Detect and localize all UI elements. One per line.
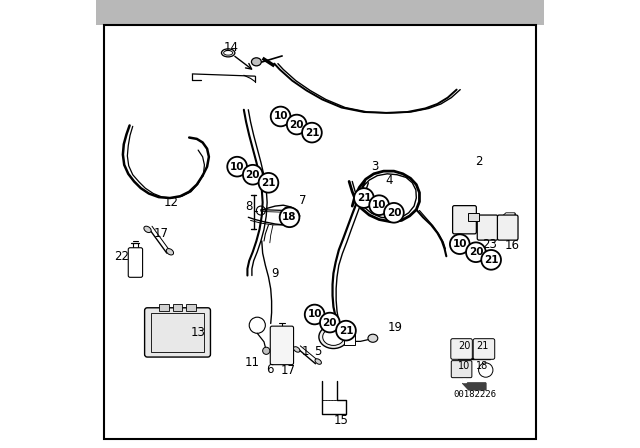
Circle shape [320, 313, 340, 332]
FancyBboxPatch shape [497, 215, 518, 240]
FancyBboxPatch shape [270, 326, 294, 365]
Text: 9: 9 [271, 267, 279, 280]
FancyBboxPatch shape [451, 339, 472, 359]
Circle shape [450, 234, 470, 254]
FancyBboxPatch shape [128, 248, 143, 277]
Circle shape [336, 321, 356, 340]
Text: 20: 20 [289, 120, 304, 129]
Circle shape [271, 107, 291, 126]
Circle shape [302, 123, 322, 142]
Text: 20: 20 [458, 341, 470, 351]
Circle shape [259, 173, 278, 193]
Circle shape [243, 165, 262, 185]
FancyBboxPatch shape [468, 213, 479, 221]
Text: 2: 2 [476, 155, 483, 168]
Text: 00182226: 00182226 [453, 390, 496, 399]
Circle shape [280, 207, 300, 227]
Text: 10: 10 [458, 362, 470, 371]
Text: 1: 1 [302, 345, 309, 358]
Text: 20: 20 [468, 247, 483, 257]
Text: 10: 10 [452, 239, 467, 249]
FancyBboxPatch shape [344, 330, 355, 345]
Text: 20: 20 [387, 208, 401, 218]
FancyBboxPatch shape [145, 308, 211, 357]
Ellipse shape [294, 347, 300, 352]
Ellipse shape [224, 51, 233, 55]
FancyBboxPatch shape [451, 361, 472, 378]
Ellipse shape [221, 49, 235, 57]
FancyBboxPatch shape [477, 215, 498, 240]
Ellipse shape [323, 328, 344, 345]
Circle shape [262, 347, 270, 354]
FancyBboxPatch shape [473, 339, 495, 359]
Text: 8: 8 [246, 199, 253, 213]
Bar [96, 0, 544, 25]
Text: 10: 10 [230, 162, 244, 172]
FancyBboxPatch shape [173, 304, 182, 311]
Text: 21: 21 [261, 178, 276, 188]
Text: 20: 20 [323, 318, 337, 327]
Text: 20: 20 [246, 170, 260, 180]
Text: 14: 14 [224, 40, 239, 54]
Text: 16: 16 [504, 239, 519, 252]
Ellipse shape [368, 334, 378, 342]
Text: 12: 12 [164, 196, 179, 209]
FancyBboxPatch shape [452, 206, 476, 234]
Text: 17: 17 [280, 364, 295, 378]
Text: 17: 17 [154, 227, 168, 241]
Circle shape [481, 250, 501, 270]
Text: 21: 21 [484, 255, 499, 265]
Ellipse shape [319, 325, 348, 349]
Text: 10: 10 [307, 310, 322, 319]
Text: 21: 21 [356, 193, 371, 203]
Text: 10: 10 [273, 112, 288, 121]
Ellipse shape [252, 58, 261, 66]
Circle shape [227, 157, 247, 177]
Ellipse shape [166, 249, 173, 255]
Circle shape [354, 188, 374, 208]
Text: 18: 18 [282, 212, 297, 222]
Circle shape [287, 115, 307, 134]
Text: 7: 7 [300, 194, 307, 207]
Text: 13: 13 [191, 326, 205, 339]
Text: 22: 22 [115, 250, 129, 263]
Text: 23: 23 [482, 237, 497, 251]
Text: 19: 19 [388, 320, 403, 334]
Text: 4: 4 [386, 173, 393, 187]
Text: 6: 6 [266, 363, 273, 376]
FancyBboxPatch shape [159, 304, 169, 311]
Text: 21: 21 [305, 128, 319, 138]
Text: 5: 5 [314, 345, 321, 358]
Text: 10: 10 [372, 200, 387, 210]
Text: 3: 3 [371, 160, 378, 173]
FancyBboxPatch shape [186, 304, 196, 311]
Text: 18: 18 [476, 362, 488, 371]
Polygon shape [463, 379, 466, 382]
Text: 21: 21 [339, 326, 353, 336]
Ellipse shape [315, 359, 321, 364]
Polygon shape [463, 383, 486, 390]
Text: 15: 15 [334, 414, 349, 427]
Circle shape [466, 242, 486, 262]
Text: 21: 21 [476, 341, 488, 351]
Circle shape [369, 195, 389, 215]
Text: 11: 11 [244, 356, 259, 370]
Circle shape [305, 305, 324, 324]
Circle shape [384, 203, 404, 223]
Ellipse shape [144, 226, 151, 233]
